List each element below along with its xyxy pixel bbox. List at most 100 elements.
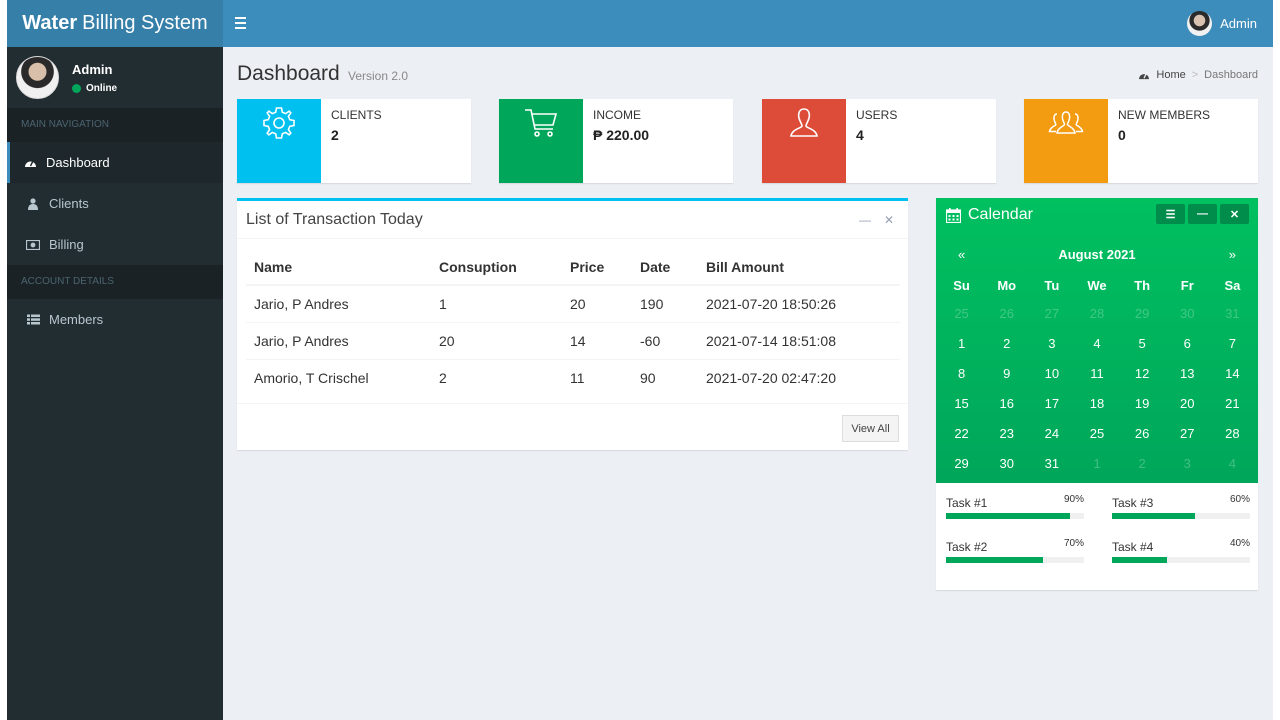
- task-progress: Task #4 40%: [1112, 538, 1250, 563]
- calendar-day[interactable]: 17: [1044, 395, 1060, 411]
- weekday-header: Sa: [1224, 277, 1241, 293]
- calendar-day[interactable]: 2: [1003, 335, 1011, 351]
- calendar-day[interactable]: 18: [1089, 395, 1105, 411]
- stat-icon-bg: [762, 99, 846, 183]
- calendar-day[interactable]: 5: [1138, 335, 1146, 351]
- calendar-day[interactable]: 29: [954, 455, 969, 471]
- table-cell: 20: [431, 321, 562, 359]
- task-label: Task #2: [946, 540, 988, 554]
- dashboard-icon: [1139, 73, 1150, 80]
- breadcrumb-home[interactable]: Home: [1156, 69, 1186, 81]
- calendar-day[interactable]: 9: [1003, 365, 1011, 381]
- calendar-day[interactable]: 3: [1183, 455, 1191, 471]
- task-percent: 90%: [1063, 494, 1084, 505]
- calendar-day[interactable]: 27: [1044, 305, 1060, 321]
- user-icon: [26, 197, 40, 210]
- collapse-icon[interactable]: —: [858, 213, 871, 227]
- calendar-day[interactable]: 26: [999, 305, 1014, 321]
- weekday-header: We: [1087, 277, 1107, 293]
- calendar-day[interactable]: 11: [1090, 365, 1104, 381]
- sidebar-toggle-icon[interactable]: [235, 14, 251, 32]
- calendar-day[interactable]: 6: [1183, 335, 1191, 351]
- view-all-button[interactable]: View All: [842, 415, 899, 442]
- calendar-next-button[interactable]: »: [1228, 247, 1236, 262]
- stat-label: NEW MEMBERS: [1118, 108, 1211, 122]
- window-left-edge: [0, 0, 7, 720]
- calendar-day[interactable]: 16: [999, 395, 1014, 411]
- calendar-day[interactable]: 4: [1228, 455, 1237, 471]
- calendar-day[interactable]: 4: [1093, 335, 1101, 351]
- stat-value: 4: [856, 127, 864, 143]
- page-subtitle: Version 2.0: [348, 69, 409, 83]
- stat-box-clients: CLIENTS 2: [237, 99, 471, 183]
- stat-value: 2: [331, 127, 339, 143]
- top-user-menu[interactable]: Admin: [1187, 11, 1257, 36]
- calendar-day[interactable]: 21: [1225, 395, 1240, 411]
- calendar-day[interactable]: 31: [1225, 305, 1240, 321]
- sidebar-item-members[interactable]: Members: [7, 299, 223, 340]
- calendar-day[interactable]: 2: [1138, 455, 1146, 471]
- gear-icon: [263, 107, 295, 139]
- table-cell: Jario, P Andres: [246, 284, 431, 322]
- calendar-day[interactable]: 19: [1134, 395, 1150, 411]
- calendar-day[interactable]: 10: [1044, 365, 1060, 381]
- calendar-day[interactable]: 15: [954, 395, 969, 411]
- task-progress: Task #1 90%: [946, 494, 1084, 519]
- table-cell: -60: [632, 321, 698, 359]
- menu-icon[interactable]: ☰: [1156, 204, 1185, 224]
- calendar-day[interactable]: 23: [999, 425, 1014, 441]
- table-cell: 14: [562, 321, 632, 359]
- table-cell: 2021-07-20 02:47:20: [698, 358, 900, 396]
- calendar-day[interactable]: 12: [1134, 365, 1150, 381]
- calendar-day[interactable]: 20: [1180, 395, 1195, 411]
- calendar-day[interactable]: 29: [1134, 305, 1150, 321]
- sidebar-item-label: Members: [49, 312, 104, 327]
- column-header: Price: [562, 250, 632, 286]
- calendar-day[interactable]: 30: [999, 455, 1014, 471]
- stat-icon-bg: [237, 99, 321, 183]
- sidebar-item-billing[interactable]: Billing: [7, 224, 223, 265]
- calendar-day[interactable]: 26: [1134, 425, 1150, 441]
- calendar-day[interactable]: 1: [1093, 455, 1101, 471]
- calendar-day[interactable]: 13: [1180, 365, 1195, 381]
- calendar-day[interactable]: 30: [1180, 305, 1195, 321]
- table-cell: 11: [562, 358, 632, 396]
- calendar-day[interactable]: 25: [1089, 425, 1105, 441]
- calendar-day[interactable]: 14: [1225, 365, 1240, 381]
- task-progress: Task #2 70%: [946, 538, 1084, 563]
- close-icon[interactable]: ✕: [1220, 204, 1249, 224]
- calendar-day[interactable]: 7: [1228, 335, 1237, 351]
- stat-box-new-members: NEW MEMBERS 0: [1024, 99, 1258, 183]
- top-navbar: Admin: [223, 0, 1273, 47]
- table-cell: 2: [431, 358, 562, 396]
- brand-logo[interactable]: Water Billing System: [7, 0, 223, 47]
- weekday-header: Mo: [997, 277, 1017, 293]
- transactions-panel: List of Transaction Today — ✕ Name Consu…: [237, 198, 908, 450]
- calendar-prev-button[interactable]: «: [958, 247, 966, 262]
- user-icon: [790, 108, 818, 137]
- calendar-day[interactable]: 25: [954, 305, 969, 321]
- progress-fill: [946, 557, 1043, 563]
- page-title: Dashboard: [237, 62, 340, 85]
- breadcrumb-current: Dashboard: [1204, 69, 1258, 81]
- sidebar-item-label: Billing: [49, 237, 84, 252]
- sidebar-item-clients[interactable]: Clients: [7, 183, 223, 224]
- collapse-icon[interactable]: —: [1188, 204, 1217, 224]
- calendar-icon: [946, 207, 961, 223]
- calendar-day[interactable]: 31: [1044, 455, 1060, 471]
- calendar-day[interactable]: 1: [957, 335, 966, 351]
- calendar-day[interactable]: 28: [1089, 305, 1105, 321]
- table-cell: 2021-07-14 18:51:08: [698, 321, 900, 359]
- weekday-header: Tu: [1044, 277, 1060, 293]
- close-icon[interactable]: ✕: [883, 213, 894, 227]
- calendar-day[interactable]: 27: [1180, 425, 1195, 441]
- progress-fill: [1112, 557, 1168, 563]
- calendar-day[interactable]: 24: [1044, 425, 1060, 441]
- calendar-day[interactable]: 3: [1048, 335, 1056, 351]
- sidebar-item-dashboard[interactable]: Dashboard: [7, 142, 223, 183]
- calendar-day[interactable]: 8: [957, 365, 966, 381]
- calendar-day[interactable]: 28: [1225, 425, 1240, 441]
- stat-value: ₱ 220.00: [593, 127, 650, 143]
- calendar-day[interactable]: 22: [954, 425, 969, 441]
- sidebar-item-label: Clients: [49, 196, 89, 211]
